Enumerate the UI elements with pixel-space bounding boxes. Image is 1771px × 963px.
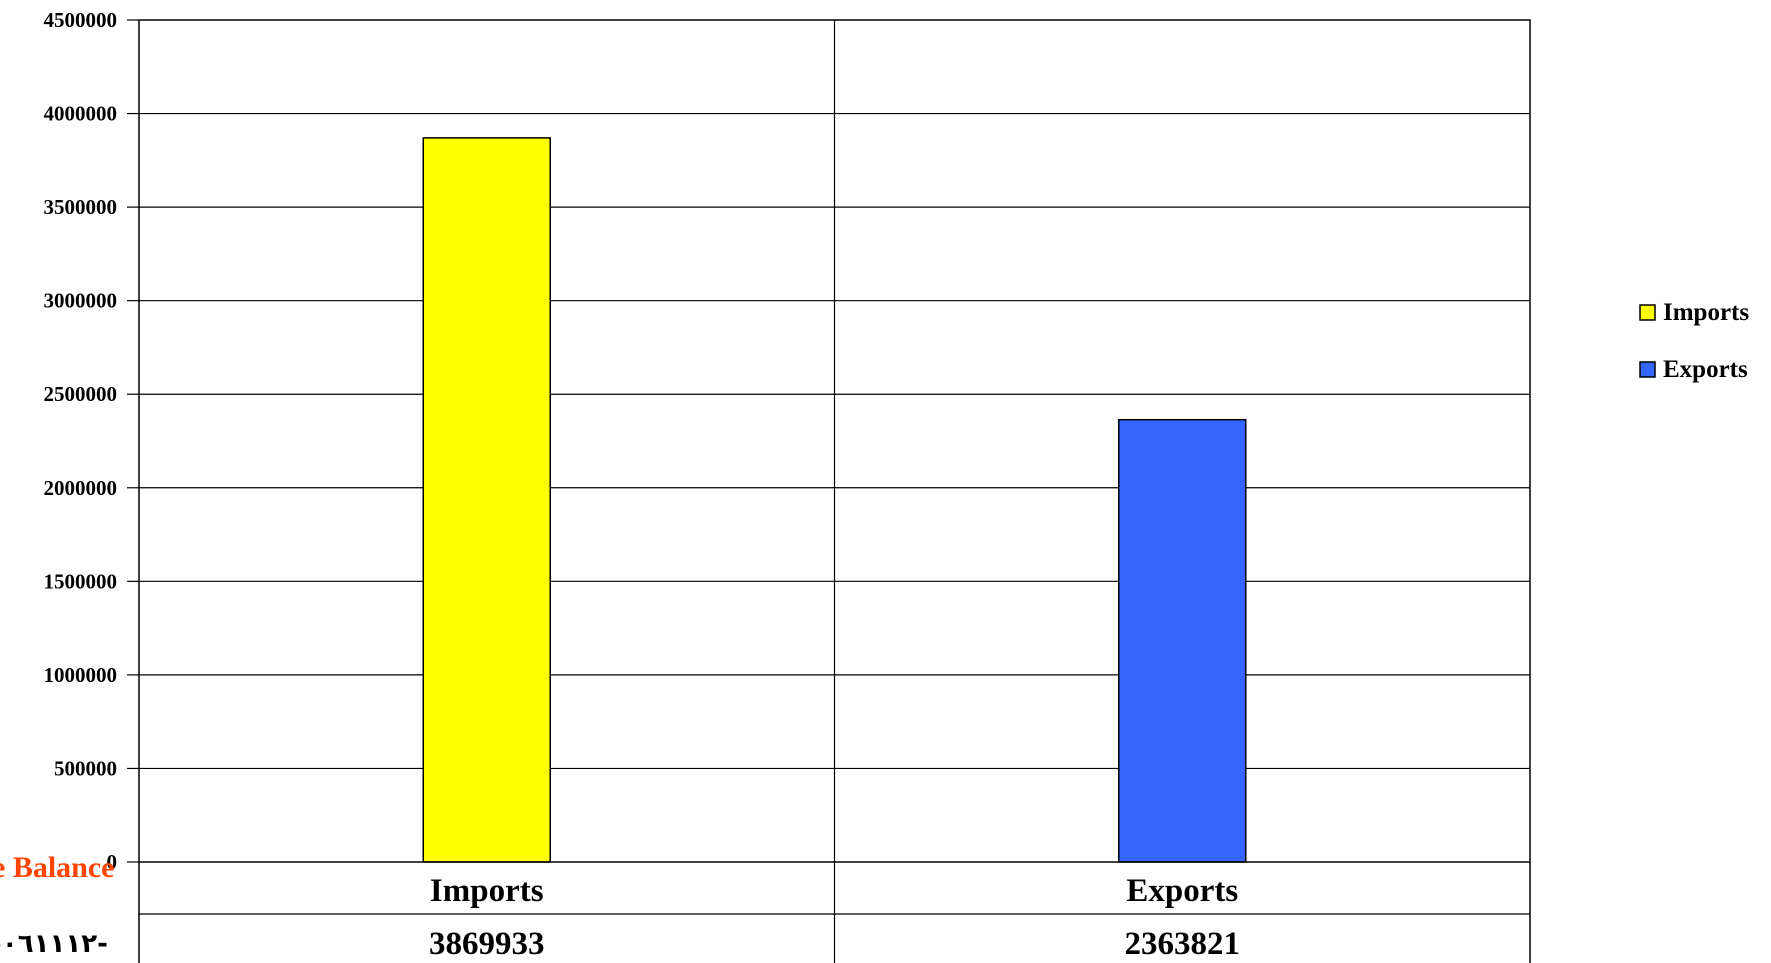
y-tick-label: 1500000 bbox=[44, 569, 118, 593]
y-tick-label: 0 bbox=[107, 850, 118, 874]
data-table: Imports 3869933 Exports 2363821 bbox=[138, 862, 1531, 963]
table-header-cell: Imports bbox=[430, 873, 544, 909]
gridlines bbox=[139, 20, 1530, 963]
y-tick-label: 4500000 bbox=[44, 8, 118, 32]
legend-swatch bbox=[1639, 361, 1656, 378]
legend-label: Imports bbox=[1663, 299, 1749, 326]
side-note-title: e Balance bbox=[0, 851, 114, 884]
legend: Imports Exports bbox=[1639, 299, 1749, 383]
side-note-value: ٥٠٦١١١٢- bbox=[0, 929, 108, 959]
y-tick-label: 2000000 bbox=[44, 476, 118, 500]
plot-area-border bbox=[138, 19, 1531, 863]
table-value-cell: 3869933 bbox=[429, 926, 545, 962]
y-tick-label: 500000 bbox=[54, 756, 117, 780]
y-axis-tick-labels: 0 500000 1000000 1500000 2000000 2500000 30000… bbox=[44, 8, 139, 874]
y-tick-label: 2500000 bbox=[44, 382, 118, 406]
table-value-cell: 2363821 bbox=[1125, 926, 1241, 962]
bar-exports bbox=[1118, 418, 1247, 863]
legend-swatch bbox=[1639, 304, 1656, 321]
table-header-cell: Exports bbox=[1126, 873, 1238, 909]
legend-label: Exports bbox=[1663, 356, 1748, 383]
bars bbox=[422, 137, 1247, 863]
y-tick-label: 1000000 bbox=[44, 663, 118, 687]
plot-frame bbox=[138, 19, 1531, 863]
y-tick-label: 3500000 bbox=[44, 195, 118, 219]
y-tick-label: 4000000 bbox=[44, 102, 118, 126]
y-tick-label: 3000000 bbox=[44, 289, 118, 313]
bar-imports bbox=[422, 137, 551, 863]
